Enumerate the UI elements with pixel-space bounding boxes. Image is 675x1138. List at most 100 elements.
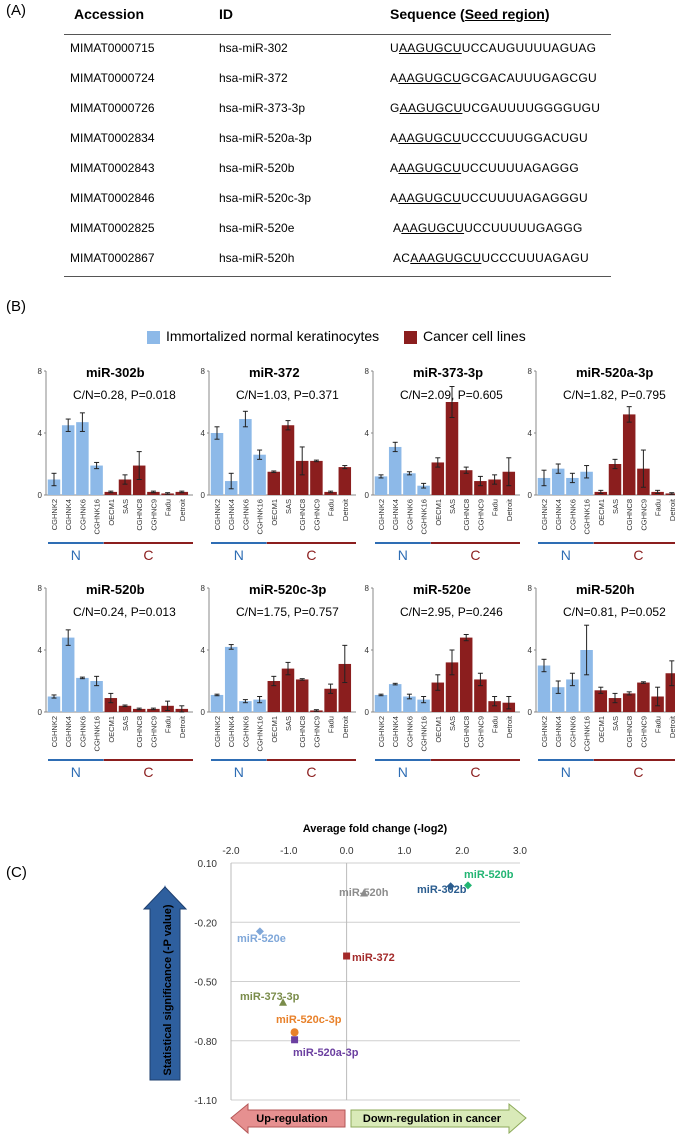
- bar-CGHNK4: [551, 468, 565, 495]
- bar-CGHNC9: [474, 481, 487, 495]
- bar-Detroit: [665, 673, 675, 712]
- point-label: miR-302b: [417, 884, 467, 896]
- diamond-marker: [255, 927, 264, 936]
- y-tick-label: 4: [38, 646, 43, 655]
- y-tick-label: 0: [365, 708, 370, 717]
- bar-CGHNK4: [61, 425, 75, 495]
- x-tick-label: Detroit: [505, 498, 514, 521]
- bar-CGHNK16: [90, 465, 103, 495]
- bar-SAS: [445, 662, 459, 712]
- sequence-cell: AAAGUGCUUCCUUUUUGAGGG: [393, 221, 583, 235]
- bar-SAS: [118, 705, 132, 712]
- x-tick-label: CGHNK6: [241, 499, 250, 530]
- y-tick-label: 0: [38, 708, 43, 717]
- x-tick-label: Fadu: [327, 499, 336, 516]
- point-miR-373-3p: miR-373-3p: [240, 991, 300, 1006]
- group-c-label: C: [143, 764, 153, 780]
- bar-CGHNK16: [417, 485, 430, 495]
- x-tick-label: OECM1: [107, 716, 116, 743]
- bar-chart-miR-520b: miR-520b C/N=0.24, P=0.013 0 4 8 CGHNK2 CGHNK4…: [38, 582, 193, 780]
- bar-CGHNK2: [537, 477, 551, 495]
- x-tick-label: Fadu: [327, 716, 336, 733]
- chart-title: miR-302b: [86, 365, 145, 380]
- x-tick-label: Detroit: [178, 498, 187, 521]
- x-tick-label: CGHNK2: [50, 499, 59, 530]
- x-axis-title: Average fold change (-log2): [303, 823, 448, 835]
- seed-region: AAAGUGCU: [410, 251, 482, 265]
- chart-title: miR-520e: [413, 582, 471, 597]
- point-miR-302b: miR-302b: [417, 882, 467, 896]
- bar-chart-miR-372: miR-372 C/N=1.03, P=0.371 0 4 8 CGHNK2 CGHNK4 C…: [201, 365, 356, 563]
- bar-CGHNK2: [210, 694, 224, 712]
- x-tick-label: Detroit: [505, 715, 514, 738]
- seed-region: AAGUGCU: [399, 101, 463, 115]
- sequence-suffix: UCGAUUUUGGGGUGU: [462, 101, 601, 115]
- id-cell: hsa-miR-373-3p: [219, 101, 306, 115]
- point-label: miR-520a-3p: [293, 1047, 359, 1059]
- bar-SAS: [445, 402, 459, 495]
- x-tick-label: CGHNK2: [377, 716, 386, 747]
- y-tick-label: 4: [528, 646, 533, 655]
- bar-CGHNC8: [459, 637, 473, 712]
- bar-CGHNK4: [61, 637, 75, 712]
- x-tick-label: Detroit: [341, 498, 350, 521]
- header-sequence: Sequence (Seed region): [390, 6, 550, 22]
- sequence-cell: ACAAAGUGCUUCCCUUUAGAGU: [393, 251, 589, 265]
- bar-CGHNK6: [403, 473, 416, 495]
- y-tick-label: 8: [38, 367, 43, 376]
- y-tick-label: 8: [528, 584, 533, 593]
- bar-CGHNC8: [132, 465, 146, 495]
- y-tick-label: 0: [38, 491, 43, 500]
- point-miR-520b: miR-520b: [463, 869, 514, 890]
- y-tick-label: 8: [365, 367, 370, 376]
- y-tick-label: 4: [201, 646, 206, 655]
- x-tick-label: CGHNK2: [50, 716, 59, 747]
- group-n-label: N: [561, 764, 571, 780]
- bar-CGHNK16: [253, 454, 266, 495]
- x-tick-label: CGHNK2: [377, 499, 386, 530]
- x-tick-label: OECM1: [270, 716, 279, 743]
- group-c-label: C: [470, 764, 480, 780]
- legend-cancer-swatch: [404, 331, 417, 344]
- accession-cell: MIMAT0002843: [70, 161, 155, 175]
- y-tick-label: 4: [201, 429, 206, 438]
- bar-CGHNC8: [132, 708, 146, 712]
- x-tick-label: CGHNK2: [213, 499, 222, 530]
- sequence-cell: AAAGUGCUGCGACAUUUGAGCGU: [390, 71, 597, 85]
- bar-CGHNC9: [147, 491, 160, 495]
- y-tick-label: 4: [38, 429, 43, 438]
- x-tick-label: Detroit: [341, 715, 350, 738]
- x-tick-label: CGHNK16: [583, 499, 592, 534]
- x-tick-label: OECM1: [107, 499, 116, 526]
- bar-CGHNK2: [374, 694, 388, 712]
- y-tick-label: -0.50: [194, 978, 217, 989]
- x-tick-label: Fadu: [654, 716, 663, 733]
- bar-CGHNK6: [239, 419, 252, 495]
- x-tick-label: -2.0: [222, 846, 240, 857]
- accession-cell: MIMAT0002846: [70, 191, 155, 205]
- group-n-label: N: [398, 764, 408, 780]
- y-tick-label: 0: [528, 708, 533, 717]
- point-label: miR-520h: [339, 887, 389, 899]
- bar-CGHNC8: [459, 470, 473, 495]
- x-tick-label: SAS: [448, 716, 457, 731]
- triangle-marker: [279, 998, 288, 1006]
- table-top-rule: [64, 34, 611, 35]
- group-c-label: C: [633, 547, 643, 563]
- point-miR-520e: miR-520e: [237, 927, 286, 945]
- bar-CGHNK16: [90, 681, 103, 712]
- x-tick-label: CGHNK16: [583, 716, 592, 751]
- y-axis-title: Statistical significance (-P value): [162, 904, 174, 1075]
- bar-CGHNK2: [47, 696, 61, 712]
- x-tick-label: CGHNK6: [405, 716, 414, 747]
- bar-SAS: [118, 479, 132, 495]
- sequence-prefix: G: [390, 101, 400, 115]
- bar-CGHNC8: [295, 679, 309, 712]
- chart-title: miR-520a-3p: [576, 365, 653, 380]
- id-cell: hsa-miR-520h: [219, 251, 295, 265]
- bar-OECM1: [104, 698, 118, 712]
- point-label: miR-373-3p: [240, 991, 300, 1003]
- x-tick-label: CGHNK4: [554, 716, 563, 747]
- x-tick-label: CGHNK4: [64, 499, 73, 530]
